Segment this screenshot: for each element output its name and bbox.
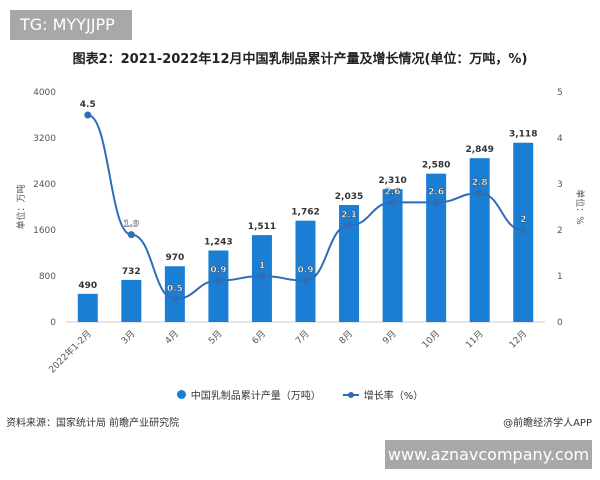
bar-value-label: 2,035 — [335, 192, 363, 202]
line-point — [476, 189, 484, 197]
line-point — [127, 231, 135, 239]
y2-tick-label: 1 — [557, 272, 563, 282]
line-value-label: 1 — [259, 261, 265, 271]
line-point — [171, 295, 179, 303]
y2-tick-label: 5 — [557, 88, 563, 98]
bar — [77, 293, 98, 322]
watermark-bottom: www.aznavcompany.com — [385, 440, 592, 469]
bar — [382, 189, 403, 322]
line-value-label: 4.5 — [80, 100, 96, 110]
x-tick-label: 7月 — [293, 328, 311, 346]
bar-value-label: 1,243 — [204, 238, 232, 248]
bar — [426, 173, 447, 322]
bar — [208, 250, 229, 322]
legend-line-label: 增长率（%） — [363, 391, 424, 402]
bar-value-label: 1,762 — [291, 208, 319, 218]
x-tick-label: 11月 — [464, 328, 486, 350]
line-point — [302, 277, 309, 285]
y-tick-label: 0 — [50, 318, 56, 328]
bar-value-label: 490 — [78, 281, 97, 291]
y2-tick-label: 2 — [557, 226, 563, 236]
x-tick-label: 12月 — [507, 328, 529, 350]
bar — [295, 220, 316, 322]
line-value-label: 2.1 — [341, 210, 357, 220]
line-value-label: 2.8 — [472, 178, 488, 188]
line-point — [389, 198, 397, 206]
line-point — [432, 198, 440, 206]
line-value-label: 2.6 — [428, 187, 444, 197]
x-tick-label: 6月 — [250, 328, 268, 346]
x-tick-label: 10月 — [420, 328, 442, 350]
y2-tick-label: 0 — [557, 318, 563, 328]
x-tick-label: 3月 — [119, 328, 137, 346]
x-tick-label: 9月 — [381, 328, 399, 346]
bar — [121, 279, 142, 322]
line-value-label: 2.6 — [385, 187, 401, 197]
y-tick-label: 4000 — [33, 88, 56, 98]
line-value-label: 0.5 — [167, 284, 183, 294]
bar — [339, 204, 360, 322]
y2-tick-label: 3 — [557, 180, 563, 190]
x-tick-label: 5月 — [206, 328, 224, 346]
line-value-label: 0.9 — [210, 266, 226, 276]
x-tick-label: 8月 — [337, 328, 355, 346]
x-tick-label: 4月 — [163, 328, 181, 346]
legend-line-swatch — [342, 391, 359, 398]
legend-bar-swatch — [176, 390, 186, 399]
y-axis-label: 单位：万吨 — [15, 184, 27, 229]
bar-value-label: 2,580 — [422, 161, 450, 171]
y2-tick-label: 4 — [557, 134, 563, 144]
source-note: 资料来源：国家统计局 前瞻产业研究院 — [6, 418, 180, 429]
line-value-label: 1.9 — [123, 220, 139, 230]
y-tick-label: 1600 — [33, 226, 56, 236]
line-point — [84, 111, 92, 119]
bar-value-label: 970 — [165, 253, 184, 263]
bar-value-label: 2,310 — [378, 176, 406, 186]
line-point — [345, 221, 353, 229]
line-value-label: 0.9 — [298, 266, 314, 276]
bar-value-label: 1,511 — [248, 222, 276, 232]
bar-value-label: 732 — [122, 267, 141, 277]
y2-axis-label: 单位：% — [574, 189, 586, 225]
bar-value-label: 3,118 — [509, 130, 537, 140]
line-value-label: 2 — [520, 215, 526, 225]
x-tick-label: 2022年1-2月 — [46, 328, 94, 376]
bar — [164, 266, 185, 322]
growth-line — [87, 114, 524, 301]
line-point — [519, 226, 527, 234]
y-tick-label: 800 — [39, 272, 56, 282]
line-point — [258, 272, 266, 280]
legend-bar-label: 中国乳制品累计产量（万吨） — [190, 391, 321, 402]
legend: 中国乳制品累计产量（万吨） 增长率（%） — [0, 387, 600, 402]
bar — [469, 158, 490, 322]
brand-note: @前瞻经济学人APP — [503, 418, 592, 429]
bar-value-label: 2,849 — [465, 145, 493, 155]
y-tick-label: 2400 — [33, 180, 56, 190]
watermark-top: TG: MYYJJPP — [10, 10, 132, 40]
y-tick-label: 3200 — [33, 134, 56, 144]
line-point — [214, 277, 222, 285]
chart-title: 图表2：2021-2022年12月中国乳制品累计产量及增长情况(单位：万吨，%) — [72, 52, 528, 67]
